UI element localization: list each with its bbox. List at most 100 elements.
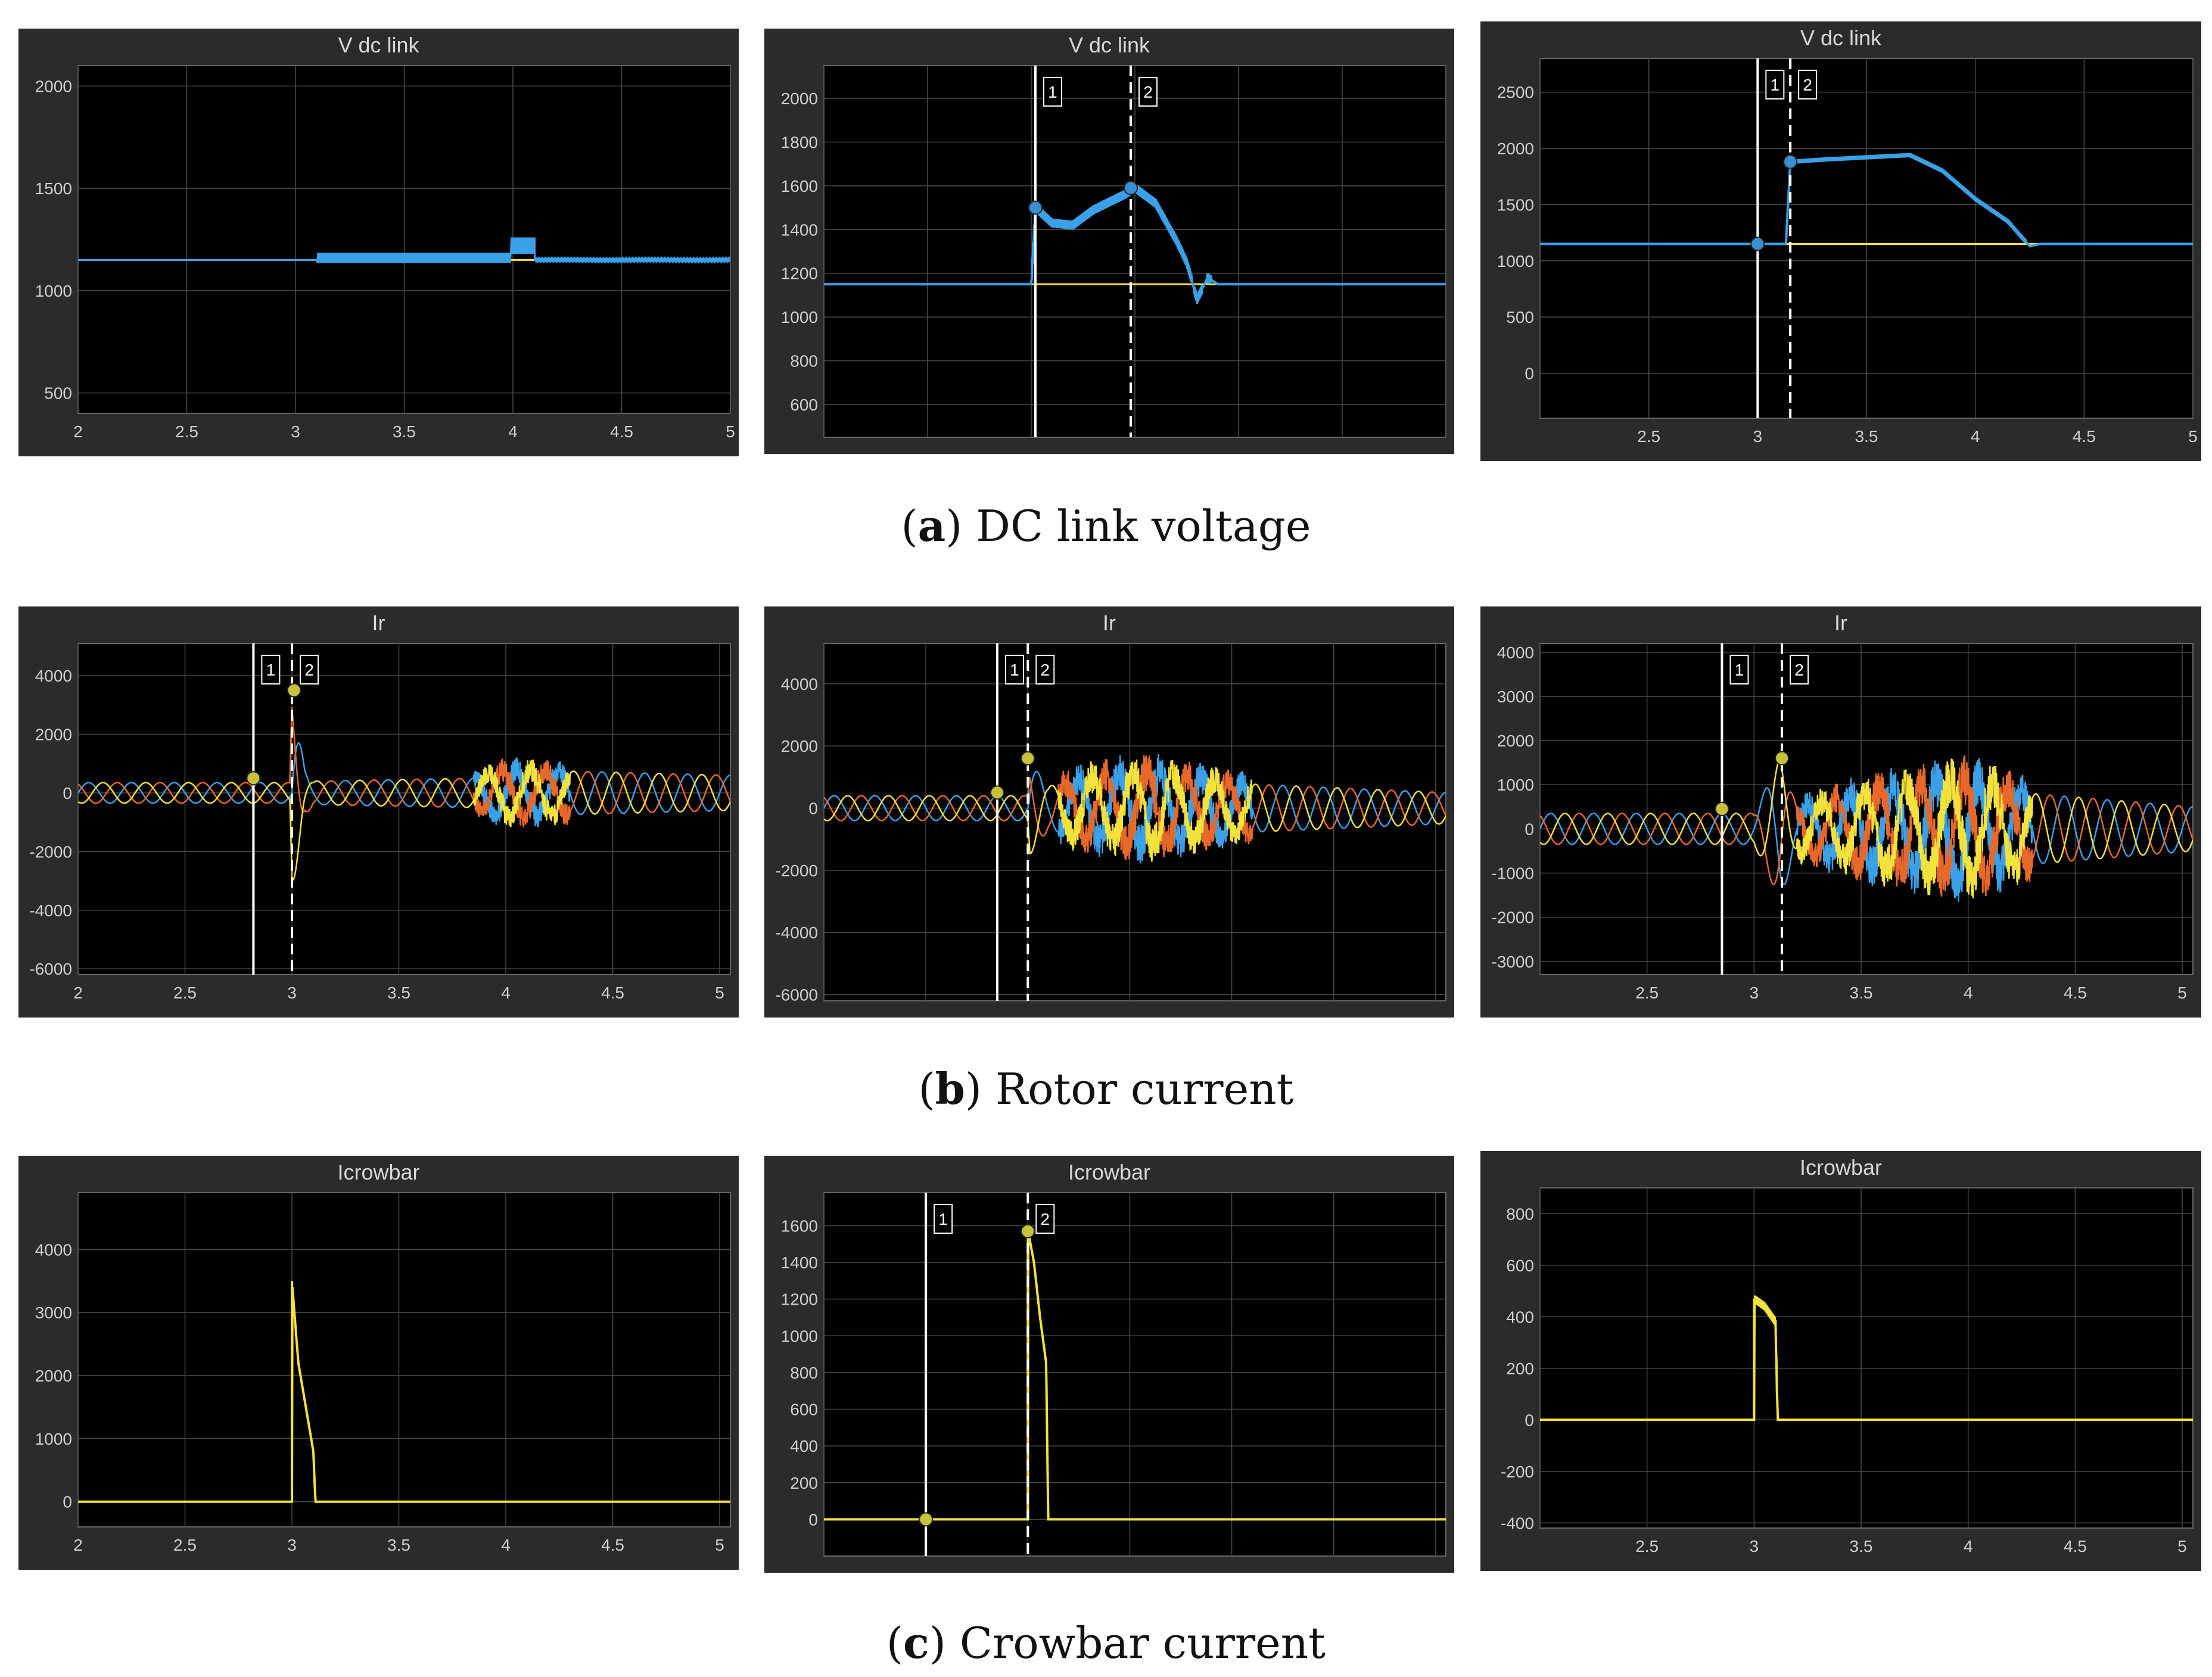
series-group — [1540, 153, 2193, 248]
y-tick-label: 1400 — [781, 220, 818, 239]
y-tick-label: 0 — [1525, 1411, 1534, 1429]
y-tick-label: -2000 — [775, 861, 818, 880]
y-tick-label: 1600 — [781, 1216, 818, 1235]
x-tick-label: 3 — [1750, 1537, 1759, 1555]
caption-text-c: Crowbar current — [959, 1618, 1326, 1668]
cursor-box-1 — [1004, 655, 1024, 685]
series-phase-1 — [78, 707, 730, 827]
y-tick-label: 2000 — [781, 89, 818, 108]
y-tick-label: 600 — [790, 396, 818, 414]
series-phase-2 — [824, 759, 1446, 862]
y-tick-label: 4000 — [781, 675, 818, 693]
chart-title: Icrowbar — [337, 1160, 419, 1184]
data-marker — [1775, 751, 1790, 766]
chart-panel-c1: Icrowbar 0 1000 2000 3000 4000 2 2.5 3 3.5 4 4.5 5 — [18, 1156, 739, 1570]
y-tick-label: -6000 — [775, 986, 818, 1004]
y-tick-label: 200 — [1506, 1359, 1534, 1378]
chart-b2: Ir -6000 -4000 -2000 0 2000 4000 1 2 — [775, 611, 1446, 1004]
series-phase-0 — [1540, 758, 2193, 903]
chart-c2: Icrowbar 0 200 400 600 800 1000 1200 1400 1600 1 2 — [781, 1160, 1446, 1557]
x-tick-label: 3.5 — [387, 984, 410, 1002]
cursor-label-2: 2 — [1794, 661, 1804, 679]
data-marker — [1783, 154, 1798, 169]
y-tick-label: 0 — [1525, 820, 1534, 838]
series-group — [1540, 1295, 2193, 1421]
y-tick-label: 500 — [44, 384, 72, 403]
series-phase-1 — [824, 755, 1446, 860]
y-tick-label: -3000 — [1491, 953, 1534, 971]
chart-b3: Ir -3000 -2000 -1000 0 1000 2000 3000 4000 2.5 3 3.… — [1491, 611, 2194, 1002]
x-tick-label: 2.5 — [1635, 984, 1659, 1002]
data-marker — [1021, 751, 1035, 766]
x-tick-label: 3 — [1753, 427, 1763, 446]
cursor-label-2: 2 — [1041, 1210, 1050, 1228]
y-tick-label: 800 — [1506, 1205, 1534, 1223]
caption-letter-a: a — [917, 500, 946, 551]
cursor-box-2 — [1790, 655, 1809, 685]
x-tick-label: 3 — [291, 422, 300, 441]
chart-panel-c2: Icrowbar 0 200 400 600 800 1000 1200 1400 1600 1 2 — [764, 1156, 1454, 1573]
y-tick-label: 1000 — [35, 1430, 72, 1448]
cursor-label-2: 2 — [1041, 661, 1050, 679]
y-tick-label: 800 — [790, 1364, 818, 1382]
x-tick-label: 3.5 — [1850, 984, 1873, 1002]
y-tick-label: 1800 — [781, 133, 818, 151]
chart-a2: V dc link 600 800 1000 1200 1400 1600 1800 2000 1… — [781, 33, 1446, 438]
series-phase-1 — [1540, 755, 2193, 897]
y-tick-label: 2000 — [781, 737, 818, 755]
chart-c1: Icrowbar 0 1000 2000 3000 4000 2 2.5 3 3.5 4 4.5 5 — [35, 1160, 731, 1554]
data-marker — [990, 785, 1004, 800]
y-tick-label: -400 — [1501, 1514, 1534, 1532]
x-tick-label: 4 — [1964, 984, 1973, 1002]
cursor-label-1: 1 — [1735, 661, 1744, 679]
data-marker — [287, 683, 301, 698]
y-tick-label: -200 — [1501, 1463, 1534, 1481]
series-Icrowbar — [78, 1286, 730, 1503]
data-marker — [919, 1512, 934, 1527]
y-tick-label: 2000 — [35, 77, 72, 95]
series-group — [1540, 755, 2193, 903]
chart-panel-a3: V dc link 0 500 1000 1500 2000 2500 2.5 3 3.5 4 4.5… — [1480, 21, 2201, 461]
plot-area — [1539, 643, 2194, 975]
cursor-box-1 — [1043, 77, 1062, 107]
plot-area — [823, 1192, 1446, 1557]
x-tick-label: 3.5 — [1855, 427, 1878, 446]
chart-title: Ir — [1103, 611, 1116, 635]
x-tick-label: 2 — [73, 422, 83, 441]
y-tick-label: 0 — [63, 784, 72, 802]
y-tick-label: 1600 — [781, 177, 818, 195]
x-tick-label: 5 — [2188, 427, 2198, 446]
x-tick-label: 4.5 — [610, 422, 633, 441]
cursor-label-1: 1 — [1010, 661, 1019, 679]
x-tick-label: 2.5 — [173, 1536, 197, 1554]
cursor-label-1: 1 — [1048, 83, 1057, 101]
y-tick-label: -2000 — [1491, 908, 1534, 927]
series-phase-0 — [824, 754, 1446, 864]
caption-b: (b) Rotor current — [918, 1063, 1294, 1114]
series-Icrowbar — [1540, 1295, 2193, 1421]
cursor-label-2: 2 — [1803, 76, 1812, 94]
chart-panel-b2: Ir -6000 -4000 -2000 0 2000 4000 1 2 — [764, 606, 1454, 1018]
caption-c: (c) Crowbar current — [886, 1617, 1326, 1668]
x-tick-label: 4 — [501, 1536, 511, 1554]
chart-panel-a1: V dc link 500 1000 1500 2000 2 2.5 3 3.5 4 4.5 5 — [18, 29, 739, 456]
series-phase-0 — [78, 742, 730, 827]
chart-title: Icrowbar — [1068, 1160, 1150, 1184]
data-marker — [1715, 802, 1729, 816]
y-tick-label: 1400 — [781, 1253, 818, 1272]
y-tick-label: 4000 — [35, 1240, 72, 1259]
x-tick-label: 4.5 — [601, 1536, 624, 1554]
series-Vdc — [1540, 153, 2193, 248]
x-tick-label: 2.5 — [175, 422, 198, 441]
x-tick-label: 3 — [287, 984, 297, 1002]
y-tick-label: 1200 — [781, 1290, 818, 1309]
cursor-box-2 — [1035, 655, 1055, 685]
y-tick-label: -6000 — [29, 960, 72, 978]
x-tick-label: 5 — [726, 422, 735, 441]
y-tick-label: 1500 — [35, 179, 72, 198]
x-tick-label: 4 — [508, 422, 518, 441]
x-tick-label: 4.5 — [2064, 984, 2087, 1002]
chart-title: V dc link — [338, 33, 419, 57]
y-tick-label: 400 — [790, 1437, 818, 1455]
x-tick-label: 2 — [73, 984, 83, 1002]
